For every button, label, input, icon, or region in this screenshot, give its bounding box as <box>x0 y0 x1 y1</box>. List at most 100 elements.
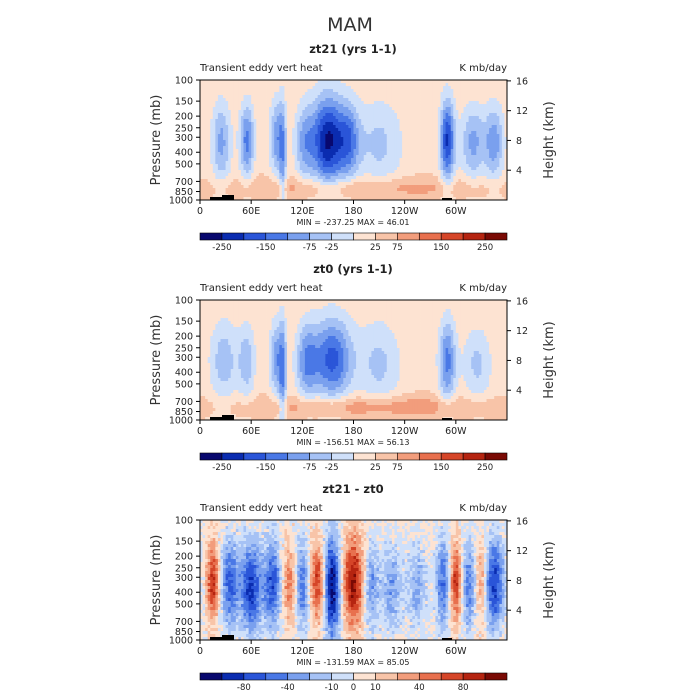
heatmap-cell <box>223 86 226 90</box>
heatmap-cell <box>253 167 257 171</box>
heatmap-cell <box>202 179 206 183</box>
heatmap-cell <box>481 122 485 126</box>
heatmap-cell <box>220 173 224 177</box>
heatmap-cell <box>325 149 329 153</box>
heatmap-cell <box>432 158 436 162</box>
heatmap-cell <box>202 80 206 84</box>
heatmap-cell <box>210 149 214 153</box>
heatmap-cell <box>312 194 316 198</box>
heatmap-cell <box>220 83 224 87</box>
heatmap-cell <box>330 104 334 108</box>
heatmap-cell <box>202 300 206 304</box>
heatmap-cell <box>458 155 462 159</box>
heatmap-cell <box>286 104 290 108</box>
heatmap-cell <box>366 80 370 84</box>
heatmap-cell <box>335 113 339 117</box>
heatmap-cell <box>212 89 216 93</box>
heatmap-cell <box>417 86 421 90</box>
colorbar-label: 75 <box>392 243 403 253</box>
heatmap-cell <box>284 134 288 138</box>
heatmap-cell <box>501 161 505 165</box>
heatmap-cell <box>217 113 221 117</box>
heatmap-cell <box>391 155 395 159</box>
heatmap-cell <box>478 101 482 105</box>
heatmap-cell <box>228 119 232 123</box>
heatmap-cell <box>338 134 342 138</box>
heatmap-field <box>200 300 508 421</box>
heatmap-cell <box>345 146 349 150</box>
heatmap-cell <box>481 134 485 138</box>
heatmap-cell <box>381 83 385 87</box>
heatmap-cell <box>223 149 226 153</box>
heatmap-cell <box>427 95 431 99</box>
heatmap-cell <box>366 137 370 141</box>
heatmap-cell <box>496 170 500 174</box>
heatmap-cell <box>266 146 270 150</box>
heatmap-cell <box>489 188 493 192</box>
heatmap-cell <box>376 83 380 87</box>
heatmap-cell <box>294 146 298 150</box>
heatmap-cell <box>440 98 444 102</box>
heatmap-cell <box>281 125 285 129</box>
heatmap-cell <box>361 107 365 111</box>
heatmap-cell <box>412 170 416 174</box>
heatmap-cell <box>412 146 416 150</box>
heatmap-cell <box>315 125 319 129</box>
heatmap-cell <box>471 107 475 111</box>
heatmap-cell <box>363 134 367 138</box>
heatmap-cell <box>361 92 365 96</box>
heatmap-cell <box>432 86 436 90</box>
heatmap-cell <box>289 116 293 120</box>
heatmap-cell <box>501 95 505 99</box>
heatmap-cell <box>499 98 503 102</box>
heatmap-cell <box>322 95 326 99</box>
heatmap-cell <box>315 179 319 183</box>
heatmap-cell <box>409 125 413 129</box>
heatmap-cell <box>435 152 439 156</box>
heatmap-cell <box>379 107 383 111</box>
heatmap-cell <box>404 89 408 93</box>
heatmap-cell <box>481 128 485 132</box>
heatmap-cell <box>243 170 247 174</box>
heatmap-cell <box>251 122 255 126</box>
heatmap-cell <box>420 143 423 147</box>
heatmap-cell <box>437 185 441 189</box>
heatmap-cell <box>494 119 498 123</box>
heatmap-cell <box>274 119 278 123</box>
heatmap-cell <box>233 137 237 141</box>
heatmap-cell <box>320 113 324 117</box>
heatmap-cell <box>286 125 290 129</box>
heatmap-cell <box>455 140 459 144</box>
heatmap-cell <box>473 197 477 201</box>
heatmap-cell <box>225 137 229 141</box>
heatmap-cell <box>443 185 446 189</box>
heatmap-cell <box>292 194 296 198</box>
heatmap-cell <box>338 197 342 201</box>
heatmap-cell <box>299 176 303 180</box>
heatmap-cell <box>460 194 464 198</box>
heatmap-cell <box>271 107 275 111</box>
heatmap-cell <box>304 125 308 129</box>
heatmap-cell <box>322 113 326 117</box>
heatmap-cell <box>281 158 285 162</box>
heatmap-cell <box>381 158 385 162</box>
heatmap-cell <box>248 128 252 132</box>
heatmap-cell <box>463 182 467 186</box>
heatmap-cell <box>399 164 403 168</box>
heatmap-cell <box>455 128 459 132</box>
heatmap-cell <box>233 191 237 195</box>
heatmap-cell <box>338 86 342 90</box>
heatmap-cell <box>299 86 303 90</box>
heatmap-cell <box>384 128 388 132</box>
heatmap-cell <box>455 83 459 87</box>
heatmap-cell <box>363 116 367 120</box>
heatmap-cell <box>417 95 421 99</box>
heatmap-cell <box>386 131 390 135</box>
heatmap-cell <box>345 89 349 93</box>
heatmap-cell <box>379 134 383 138</box>
heatmap-cell <box>460 119 464 123</box>
heatmap-cell <box>302 128 306 132</box>
heatmap-cell <box>317 143 321 147</box>
heatmap-cell <box>248 98 252 102</box>
heatmap-cell <box>504 167 508 171</box>
